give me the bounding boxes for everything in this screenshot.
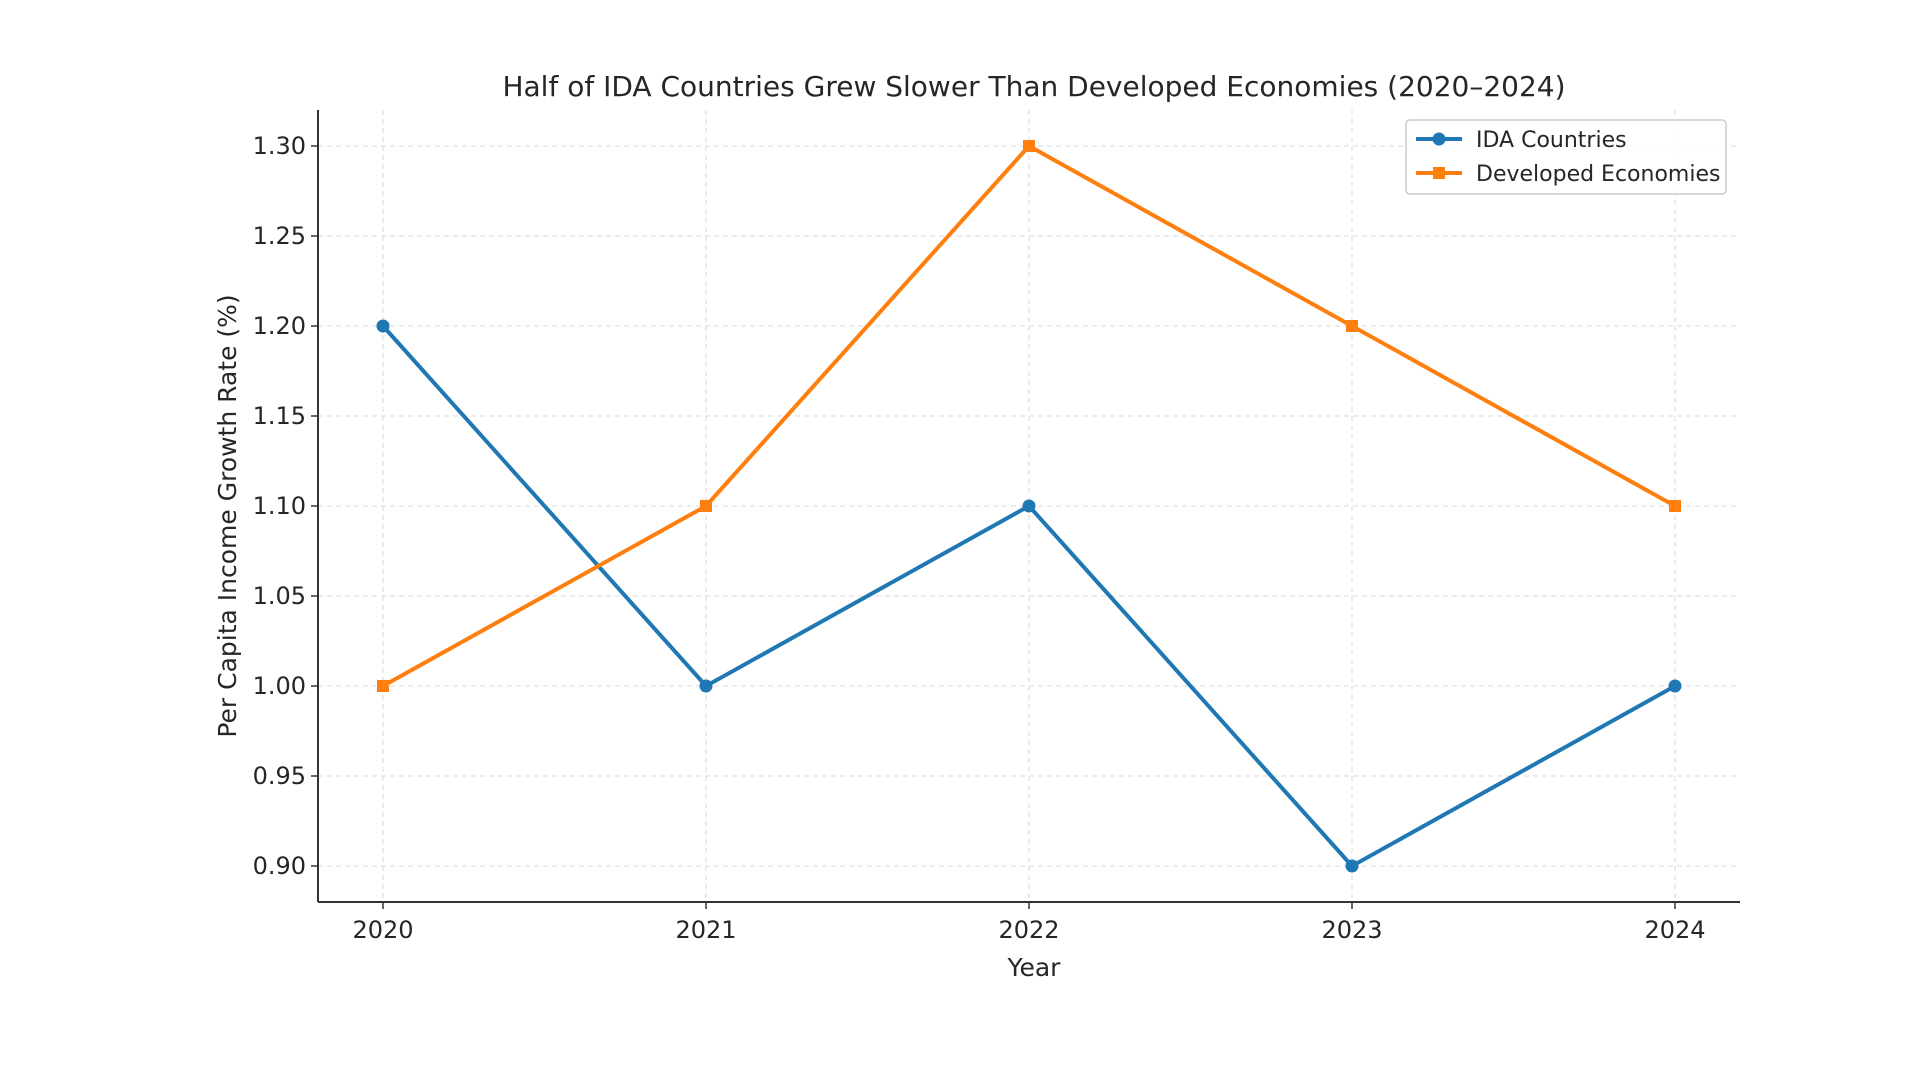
data-point: [1668, 679, 1682, 693]
y-tick-label: 1.05: [253, 582, 306, 610]
data-point: [1022, 499, 1036, 513]
y-tick-label: 0.90: [253, 852, 306, 880]
y-tick-label: 1.15: [253, 402, 306, 430]
data-point: [1023, 140, 1035, 152]
series-lines: [376, 140, 1682, 873]
data-point: [699, 679, 713, 693]
x-tick-label: 2024: [1644, 916, 1705, 944]
x-tick-label: 2021: [675, 916, 736, 944]
data-point: [1345, 859, 1359, 873]
legend-label: Developed Economies: [1476, 162, 1720, 187]
legend-label: IDA Countries: [1476, 128, 1627, 153]
y-tick-label: 0.95: [253, 762, 306, 790]
y-tick-label: 1.10: [253, 492, 306, 520]
x-axis-label: Year: [1007, 953, 1062, 982]
data-point: [700, 500, 712, 512]
axis-ticks: 0.90 0.95 1.00 1.05 1.10 1.15 1.20 1.25 1.30 2020…: [253, 132, 1706, 944]
legend-box: [1405, 119, 1727, 195]
y-axis-label: Per Capita Income Growth Rate (%): [213, 294, 242, 737]
data-point: [376, 319, 390, 333]
legend-marker: [1433, 167, 1445, 179]
legend: IDA Countries Developed Economies: [1405, 119, 1727, 195]
chart-title: Half of IDA Countries Grew Slower Than D…: [502, 70, 1565, 103]
x-tick-label: 2023: [1321, 916, 1382, 944]
data-point: [377, 680, 389, 692]
x-tick-label: 2020: [352, 916, 413, 944]
y-tick-label: 1.25: [253, 222, 306, 250]
data-point: [1346, 320, 1358, 332]
y-tick-label: 1.30: [253, 132, 306, 160]
data-point: [1669, 500, 1681, 512]
legend-marker: [1432, 132, 1446, 146]
x-tick-label: 2022: [998, 916, 1059, 944]
y-tick-label: 1.00: [253, 672, 306, 700]
y-tick-label: 1.20: [253, 312, 306, 340]
